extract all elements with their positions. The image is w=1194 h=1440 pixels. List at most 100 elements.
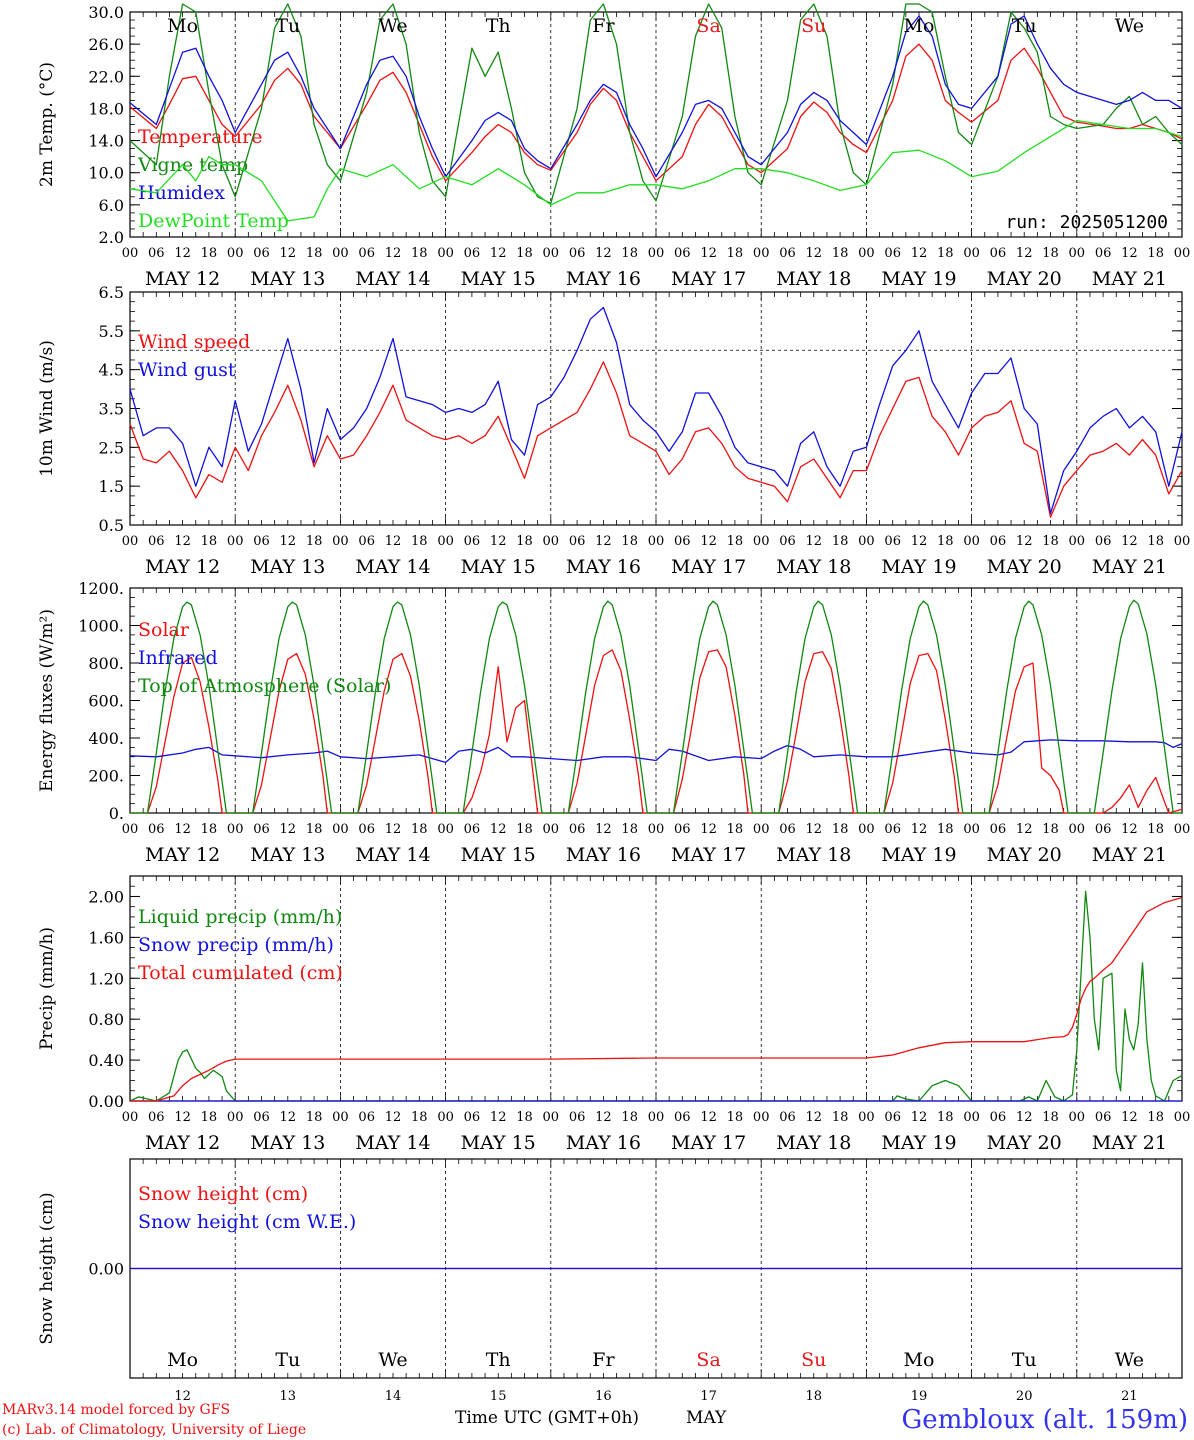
panel-4-hour-label: 00 [648, 1110, 665, 1125]
panel-1-hour-label: 12 [806, 246, 823, 261]
day-of-week-top: Mo [167, 15, 198, 37]
panel-3-hour-label: 06 [674, 822, 691, 837]
day-number-label: 21 [1121, 1389, 1138, 1404]
day-number-label: 20 [1016, 1389, 1033, 1404]
day-number-label: 18 [806, 1389, 823, 1404]
panel-3-hour-label: 06 [569, 822, 586, 837]
panel-4-hour-label: 18 [937, 1110, 954, 1125]
panel-1-date-label: MAY 18 [776, 268, 851, 290]
panel-1-hour-label: 18 [411, 246, 428, 261]
panel-3-hour-label: 06 [884, 822, 901, 837]
panel-4-date-label: MAY 13 [250, 1132, 325, 1154]
panel-1-y-tick-label: 26.0 [88, 35, 124, 54]
panel-3-legend-item: Infrared [138, 647, 218, 669]
panel-1-date-label: MAY 21 [1092, 268, 1167, 290]
panel-3-date-label: MAY 16 [566, 844, 641, 866]
panel-1-hour-label: 06 [884, 246, 901, 261]
panel-5-legend-item: Snow height (cm) [138, 1183, 308, 1205]
panel-1-date-label: MAY 13 [250, 268, 325, 290]
day-of-week-bottom: Th [486, 1349, 511, 1371]
panel-3-hour-label: 12 [1016, 822, 1033, 837]
day-of-week-top: Th [486, 15, 511, 37]
panel-1-hour-label: 12 [174, 246, 191, 261]
panel-1-y-axis-title: 2m Temp. (°C) [37, 62, 57, 187]
panel-2-date-label: MAY 20 [987, 556, 1062, 578]
panel-1-y-tick-label: 22.0 [88, 67, 124, 86]
panel-2-hour-label: 18 [411, 534, 428, 549]
panel-4-hour-label: 00 [437, 1110, 454, 1125]
panel-2-hour-label: 06 [779, 534, 796, 549]
panel-1-hour-label: 18 [727, 246, 744, 261]
panel-3-date-label: MAY 15 [461, 844, 536, 866]
panel-3-date-label: MAY 17 [671, 844, 746, 866]
panel-2-y-tick-label: 2.5 [99, 438, 124, 457]
panel-1-hour-label: 00 [227, 246, 244, 261]
panel-4-hour-label: 12 [911, 1110, 928, 1125]
panel-2-y-tick-label: 1.5 [99, 477, 124, 496]
x-axis-title: Time UTC (GMT+0h) [455, 1408, 639, 1428]
panel-4-hour-label: 00 [963, 1110, 980, 1125]
panel-1-date-label: MAY 19 [881, 268, 956, 290]
panel-1-hour-label: 18 [1042, 246, 1059, 261]
panel-1-legend-item: Temperature [138, 126, 262, 148]
panel-4-hour-label: 12 [385, 1110, 402, 1125]
panel-2-hour-label: 12 [174, 534, 191, 549]
panel-2-date-label: MAY 21 [1092, 556, 1167, 578]
day-of-week-top: Fr [592, 15, 615, 37]
panel-2-hour-label: 12 [700, 534, 717, 549]
panel-1-hour-label: 00 [648, 246, 665, 261]
panel-2-hour-label: 18 [621, 534, 638, 549]
panel-3-y-tick-label: 0. [109, 804, 124, 823]
panel-3-hour-label: 18 [201, 822, 218, 837]
panel-3-hour-label: 06 [1095, 822, 1112, 837]
panel-4-hour-label: 06 [464, 1110, 481, 1125]
panel-3-hour-label: 12 [490, 822, 507, 837]
panel-4-y-tick-label: 2.00 [88, 887, 124, 906]
panel-1-legend-item: Vigne temp [137, 154, 248, 176]
panel-2-legend-item: Wind speed [138, 331, 250, 353]
day-of-week-top: Sa [696, 15, 720, 37]
panel-2-hour-label: 18 [516, 534, 533, 549]
panel-2-hour-label: 06 [990, 534, 1007, 549]
panel-4-hour-label: 00 [1174, 1110, 1191, 1125]
panel-3-hour-label: 12 [595, 822, 612, 837]
panel-4-y-tick-label: 0.00 [88, 1092, 124, 1111]
panel-4-hour-label: 06 [884, 1110, 901, 1125]
panel-2-hour-label: 18 [306, 534, 323, 549]
panel-3-legend-item: Top of Atmosphere (Solar) [138, 675, 391, 697]
panel-1-hour-label: 18 [621, 246, 638, 261]
panel-3-hour-label: 00 [753, 822, 770, 837]
panel-1-y-tick-label: 30.0 [88, 3, 124, 22]
day-number-label: 13 [280, 1389, 297, 1404]
panel-2-hour-label: 00 [858, 534, 875, 549]
day-number-label: 15 [490, 1389, 507, 1404]
day-of-week-bottom: We [1115, 1349, 1144, 1371]
panel-1-y-tick-label: 14.0 [88, 132, 124, 151]
panel-3-hour-label: 00 [1069, 822, 1086, 837]
panel-3-hour-label: 06 [358, 822, 375, 837]
panel-4-hour-label: 00 [122, 1110, 139, 1125]
panel-3-hour-label: 12 [280, 822, 297, 837]
panel-4-hour-label: 12 [595, 1110, 612, 1125]
panel-4-hour-label: 18 [621, 1110, 638, 1125]
day-number-label: 14 [385, 1389, 402, 1404]
panel-3-y-tick-label: 1200. [78, 579, 124, 598]
panel-1-date-label: MAY 12 [145, 268, 220, 290]
panel-1-hour-label: 00 [1069, 246, 1086, 261]
panel-3-hour-label: 18 [306, 822, 323, 837]
panel-4-hour-label: 12 [280, 1110, 297, 1125]
panel-4-date-label: MAY 16 [566, 1132, 641, 1154]
panel-4-hour-label: 06 [779, 1110, 796, 1125]
panel-1-date-label: MAY 15 [461, 268, 536, 290]
panel-1-hour-label: 00 [332, 246, 349, 261]
day-of-week-top: Mo [904, 15, 935, 37]
panel-3-hour-label: 00 [332, 822, 349, 837]
panel-2-date-label: MAY 17 [671, 556, 746, 578]
panel-1-series-dewpoint-temp [129, 119, 1183, 222]
panel-2-hour-label: 18 [1147, 534, 1164, 549]
panel-5-y-tick-label: 0.00 [88, 1260, 124, 1279]
panel-2-series-wind-gust [129, 306, 1183, 515]
panel-2-date-label: MAY 14 [355, 556, 430, 578]
panel-2-hour-label: 06 [884, 534, 901, 549]
